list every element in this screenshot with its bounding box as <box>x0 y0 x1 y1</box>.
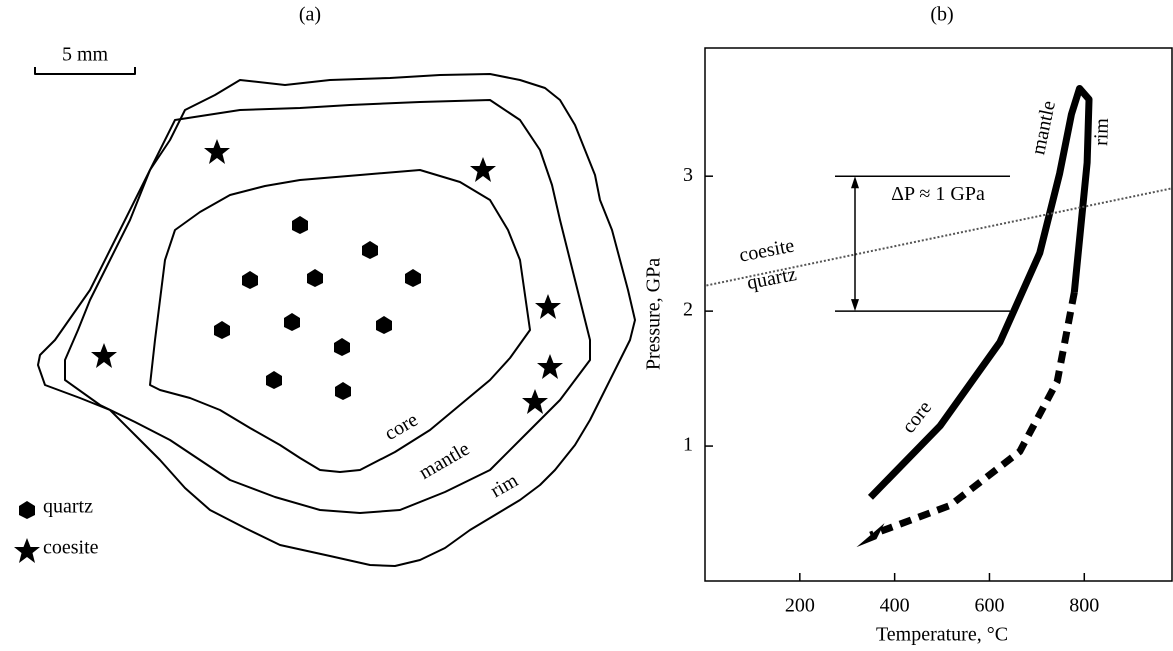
coesite-grains <box>91 139 563 414</box>
figure: (a) 5 mm core mantle rim quartz coesite … <box>0 0 1173 651</box>
panel-b: (b) Temperature, °C Pressure, GPa 200 400… <box>643 4 1172 646</box>
x-tick-label: 200 <box>785 595 815 617</box>
y-tick-label: 3 <box>683 164 693 186</box>
curve-label: mantle <box>1027 99 1060 157</box>
page: (a) 5 mm core mantle rim quartz coesite … <box>0 0 1173 651</box>
pt-path <box>870 88 1089 497</box>
panel-a: (a) 5 mm core mantle rim quartz coesite <box>14 4 635 566</box>
curve-label: rim <box>1090 117 1113 146</box>
scale-label: 5 mm <box>62 44 109 66</box>
legend-symbol <box>14 538 40 563</box>
arrow-head <box>856 523 884 547</box>
delta-label: ΔP ≈ 1 GPa <box>891 183 985 205</box>
y-tick-label: 2 <box>683 299 693 321</box>
pt-path <box>870 292 1074 535</box>
panel-label: (a) <box>299 4 321 26</box>
curve-label: quartz <box>745 263 798 294</box>
arrow-head <box>851 176 859 188</box>
core-outline <box>150 170 530 472</box>
y-axis-label: Pressure, GPa <box>643 258 665 370</box>
y-tick-label: 1 <box>683 434 693 456</box>
panel-label: (b) <box>930 4 953 26</box>
x-tick-label: 800 <box>1069 595 1099 617</box>
zone-label: mantle <box>415 438 473 484</box>
arrow-head <box>851 299 859 311</box>
zone-label: rim <box>487 469 522 502</box>
mantle-outline <box>65 100 590 513</box>
x-axis-label: Temperature, °C <box>876 624 1008 646</box>
legend-label: coesite <box>43 537 99 559</box>
legend-symbol <box>19 501 35 519</box>
x-tick-label: 400 <box>880 595 910 617</box>
curve-label: coesite <box>737 235 796 267</box>
legend-label: quartz <box>43 496 93 518</box>
quartz-grains <box>214 216 421 400</box>
scale-bar <box>35 67 135 74</box>
x-tick-label: 600 <box>974 595 1004 617</box>
rim-outline <box>38 74 635 566</box>
